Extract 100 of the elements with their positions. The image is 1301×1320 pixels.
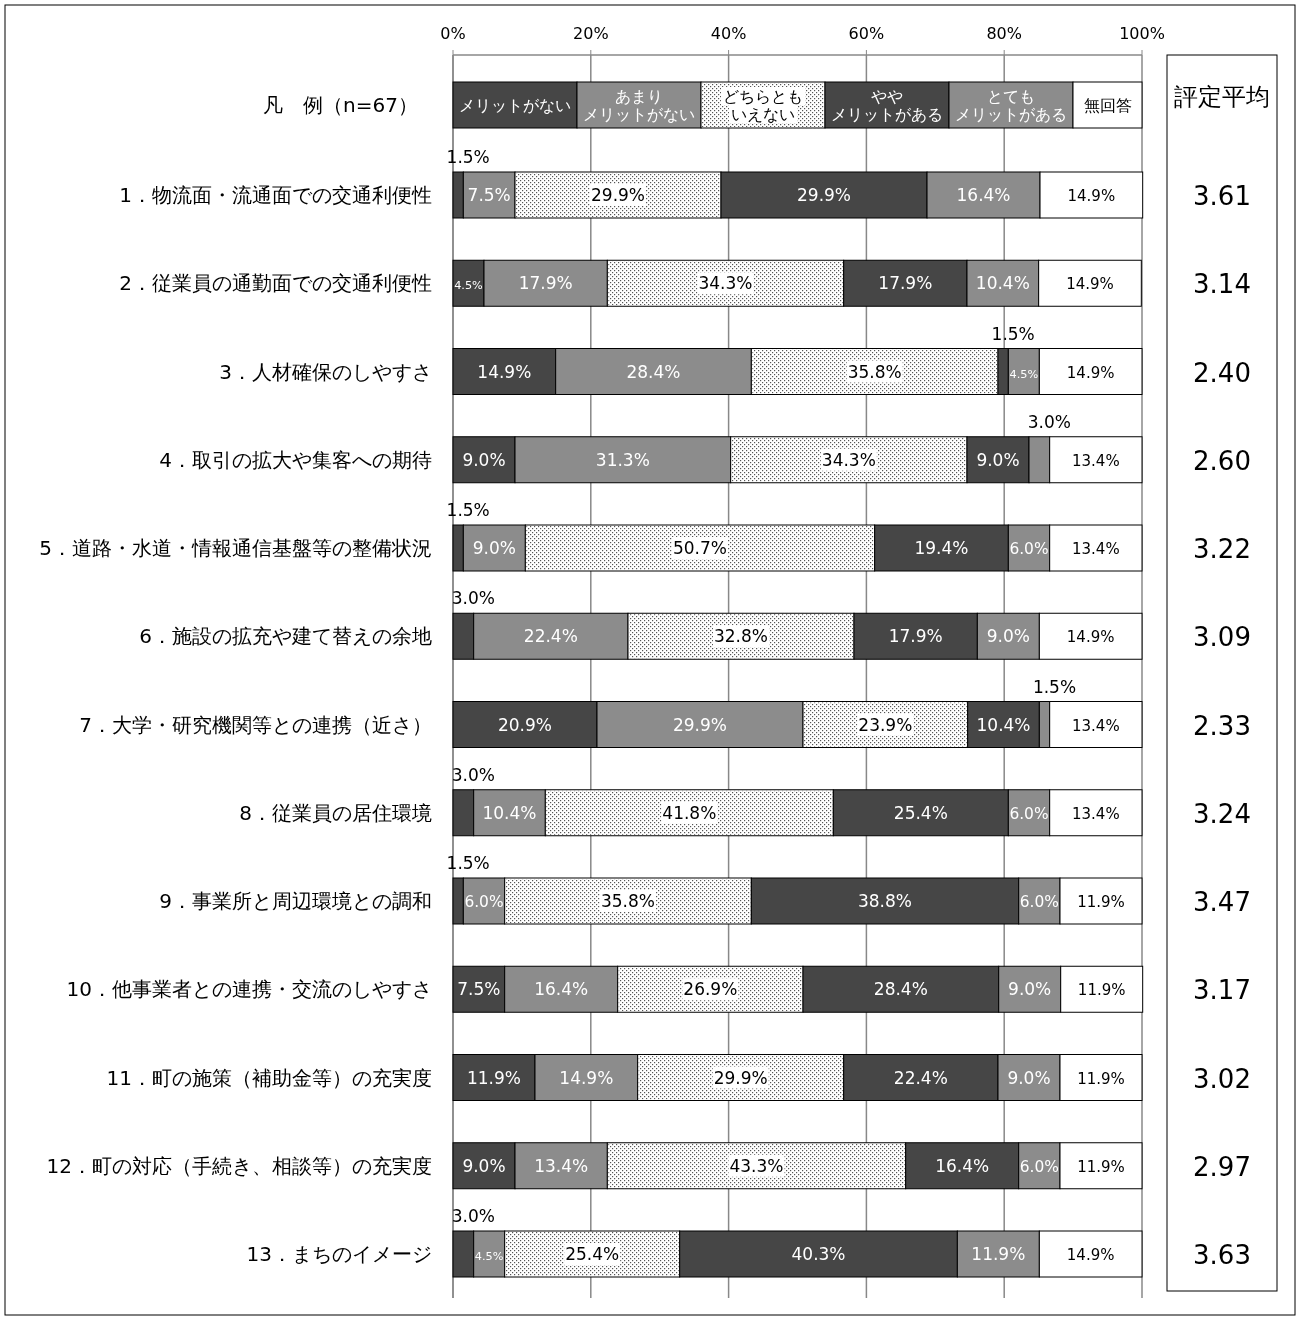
data-label: 28.4% [626, 361, 681, 382]
data-label: 10.4% [975, 273, 1030, 294]
y-tick-label: 11．町の施策（補助金等）の充実度 [106, 1065, 432, 1090]
data-label: 3.0% [451, 588, 495, 609]
text: 3.24 [1193, 798, 1251, 829]
data-label: 6.0% [1009, 804, 1049, 823]
data-label: 3.0% [1027, 411, 1071, 432]
text: 3.61 [1193, 181, 1251, 211]
data-label: 14.9% [1066, 363, 1115, 382]
data-label: 29.9% [713, 1067, 768, 1088]
data-label: 1.5% [446, 500, 490, 520]
data-label: 32.8% [713, 626, 769, 647]
data-label: 9.0% [976, 449, 1020, 470]
data-label: 11.9% [971, 1244, 1026, 1264]
text: 3.09 [1193, 622, 1251, 653]
data-label: 3.0% [451, 1206, 495, 1226]
data-label: 41.8% [662, 802, 717, 823]
data-label: 6.0% [1009, 540, 1049, 558]
x-tick-label: 40% [710, 24, 747, 43]
y-tick-label: 12．町の対応（手続き、相談等）の充実度 [46, 1153, 432, 1178]
data-label: 11.9% [466, 1067, 521, 1088]
text: ややメリットがある [831, 87, 943, 124]
data-label: 26.9% [683, 979, 738, 1000]
text: 3.14 [1193, 269, 1251, 300]
data-label: 9.0% [1008, 979, 1052, 1000]
data-label: 13.4% [1072, 716, 1120, 735]
y-tick-label: 2．従業員の通勤面での交通利便性 [119, 271, 432, 296]
y-tick-label: 5．道路・水道・情報通信基盤等の整備状況 [39, 536, 432, 560]
data-label: 35.8% [601, 891, 656, 911]
y-tick-label: 1．物流面・流通面での交通利便性 [119, 183, 432, 207]
text: 2.97 [1193, 1151, 1251, 1182]
data-label: 11.9% [1077, 1157, 1125, 1176]
data-label: 16.4% [956, 185, 1011, 205]
data-label: 34.3% [698, 273, 753, 294]
data-label: 9.0% [1007, 1067, 1051, 1088]
text: どちらともいえない [723, 87, 803, 124]
data-label: 22.4% [893, 1067, 948, 1088]
text: 2.60 [1193, 445, 1251, 476]
data-label: 19.4% [914, 538, 969, 558]
data-label: 11.9% [1077, 981, 1126, 1000]
text: 評定平均 [1174, 83, 1270, 111]
data-label: 29.9% [591, 185, 646, 205]
data-label: 1.5% [1032, 676, 1077, 697]
data-label: 25.4% [893, 802, 948, 823]
text: 2.40 [1193, 357, 1251, 388]
text: 3.02 [1193, 1063, 1251, 1094]
data-label: 29.9% [797, 185, 852, 205]
data-label: 3.0% [451, 764, 495, 785]
data-label: 14.9% [1066, 628, 1115, 647]
y-tick-label: 13．まちのイメージ [246, 1242, 432, 1266]
data-label: 17.9% [518, 273, 573, 294]
data-label: 16.4% [935, 1155, 990, 1176]
y-tick-label: 8．従業員の居住環境 [239, 800, 432, 825]
text: 2.33 [1193, 710, 1251, 741]
data-label: 34.3% [821, 449, 876, 470]
text: 3.47 [1193, 887, 1251, 917]
x-tick-label: 20% [573, 24, 609, 43]
data-label: 31.3% [595, 449, 650, 470]
data-label: 28.4% [873, 979, 928, 1000]
data-label: 4.5% [454, 279, 484, 293]
data-label: 35.8% [847, 361, 902, 382]
data-label: 10.4% [482, 802, 537, 823]
data-label: 43.3% [729, 1155, 784, 1176]
text: 3.63 [1193, 1240, 1251, 1270]
data-label: 13.4% [534, 1155, 589, 1176]
data-label: 1.5% [446, 853, 490, 873]
data-label: 6.0% [1019, 1157, 1059, 1176]
y-tick-label: 10．他事業者との連携・交流のしやすさ [66, 977, 432, 1002]
x-tick-label: 0% [440, 24, 466, 43]
data-label: 29.9% [673, 714, 728, 735]
data-label: 14.9% [559, 1067, 614, 1088]
data-label: 6.0% [1019, 893, 1059, 911]
data-label: 7.5% [457, 979, 501, 1000]
data-label: 50.7% [673, 538, 728, 558]
data-label: 10.4% [976, 714, 1031, 735]
data-label: 23.9% [858, 714, 913, 735]
data-label: 13.4% [1072, 804, 1120, 823]
text: 3.17 [1193, 975, 1251, 1006]
data-label: 25.4% [565, 1244, 620, 1264]
text: 3.22 [1193, 534, 1251, 564]
data-label: 20.9% [497, 714, 553, 735]
data-label: 14.9% [1066, 275, 1114, 294]
legend-title: 凡 例（n=67） [263, 93, 418, 117]
data-label: 9.0% [986, 626, 1030, 647]
data-label: 9.0% [462, 1155, 506, 1176]
text: とてもメリットがある [955, 87, 1067, 124]
data-label: 4.5% [474, 1250, 504, 1263]
x-tick-label: 60% [848, 24, 885, 43]
text: 無回答 [1083, 96, 1132, 115]
data-label: 4.5% [1009, 367, 1039, 381]
y-tick-label: 3．人材確保のしやすさ [219, 359, 432, 384]
y-tick-label: 7．大学・研究機関等との連携（近さ） [79, 712, 432, 737]
data-label: 40.3% [791, 1244, 846, 1264]
data-label: 6.0% [464, 893, 504, 911]
y-tick-label: 6．施設の拡充や建て替えの余地 [139, 624, 432, 649]
text: メリットがない [459, 96, 571, 115]
data-label: 17.9% [878, 273, 933, 294]
data-label: 13.4% [1072, 451, 1120, 470]
data-label: 16.4% [534, 979, 589, 1000]
data-label: 14.9% [1066, 1246, 1115, 1264]
